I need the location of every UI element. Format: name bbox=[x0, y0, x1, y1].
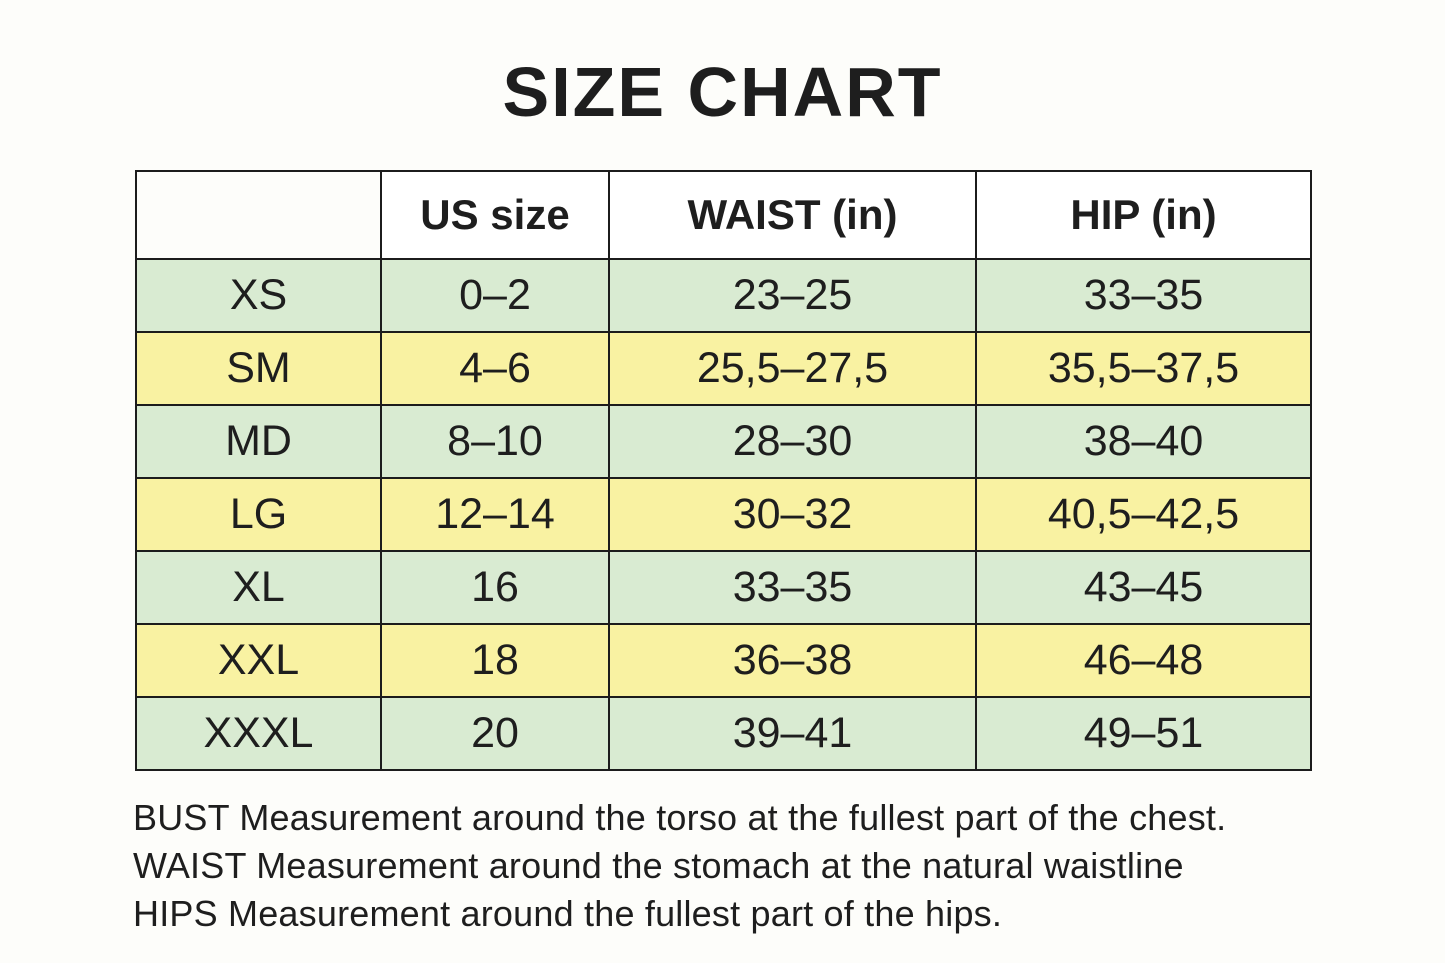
header-row: US size WAIST (in) HIP (in) bbox=[135, 170, 1312, 260]
column-header-us-size: US size bbox=[380, 170, 610, 260]
cell-us-size: 8–10 bbox=[380, 404, 610, 479]
cell-size-label: MD bbox=[135, 404, 382, 479]
table-row: MD 8–10 28–30 38–40 bbox=[135, 404, 1312, 479]
cell-size-label: XL bbox=[135, 550, 382, 625]
measurement-notes: BUST Measurement around the torso at the… bbox=[133, 794, 1226, 938]
cell-size-label: LG bbox=[135, 477, 382, 552]
cell-size-label: SM bbox=[135, 331, 382, 406]
cell-waist: 30–32 bbox=[608, 477, 977, 552]
cell-waist: 36–38 bbox=[608, 623, 977, 698]
cell-us-size: 20 bbox=[380, 696, 610, 771]
table-row: SM 4–6 25,5–27,5 35,5–37,5 bbox=[135, 331, 1312, 406]
cell-size-label: XXL bbox=[135, 623, 382, 698]
size-chart-table: US size WAIST (in) HIP (in) XS 0–2 23–25… bbox=[135, 170, 1312, 771]
note-line-bust: BUST Measurement around the torso at the… bbox=[133, 797, 1227, 838]
cell-us-size: 0–2 bbox=[380, 258, 610, 333]
page-title: SIZE CHART bbox=[502, 53, 943, 131]
table-row: XS 0–2 23–25 33–35 bbox=[135, 258, 1312, 333]
cell-hip: 33–35 bbox=[975, 258, 1312, 333]
cell-waist: 23–25 bbox=[608, 258, 977, 333]
cell-waist: 39–41 bbox=[608, 696, 977, 771]
cell-hip: 43–45 bbox=[975, 550, 1312, 625]
cell-us-size: 12–14 bbox=[380, 477, 610, 552]
cell-hip: 38–40 bbox=[975, 404, 1312, 479]
cell-waist: 28–30 bbox=[608, 404, 977, 479]
cell-us-size: 4–6 bbox=[380, 331, 610, 406]
cell-hip: 46–48 bbox=[975, 623, 1312, 698]
cell-us-size: 16 bbox=[380, 550, 610, 625]
cell-waist: 25,5–27,5 bbox=[608, 331, 977, 406]
cell-size-label: XXXL bbox=[135, 696, 382, 771]
note-line-waist: WAIST Measurement around the stomach at … bbox=[133, 845, 1184, 886]
header-spacer bbox=[135, 170, 382, 260]
table-row: LG 12–14 30–32 40,5–42,5 bbox=[135, 477, 1312, 552]
note-line-hips: HIPS Measurement around the fullest part… bbox=[133, 893, 1003, 934]
cell-hip: 35,5–37,5 bbox=[975, 331, 1312, 406]
table-row: XXXL 20 39–41 49–51 bbox=[135, 696, 1312, 771]
cell-us-size: 18 bbox=[380, 623, 610, 698]
column-header-hip: HIP (in) bbox=[975, 170, 1312, 260]
cell-hip: 49–51 bbox=[975, 696, 1312, 771]
cell-hip: 40,5–42,5 bbox=[975, 477, 1312, 552]
table-row: XXL 18 36–38 46–48 bbox=[135, 623, 1312, 698]
cell-size-label: XS bbox=[135, 258, 382, 333]
column-header-waist: WAIST (in) bbox=[608, 170, 977, 260]
table-row: XL 16 33–35 43–45 bbox=[135, 550, 1312, 625]
cell-waist: 33–35 bbox=[608, 550, 977, 625]
